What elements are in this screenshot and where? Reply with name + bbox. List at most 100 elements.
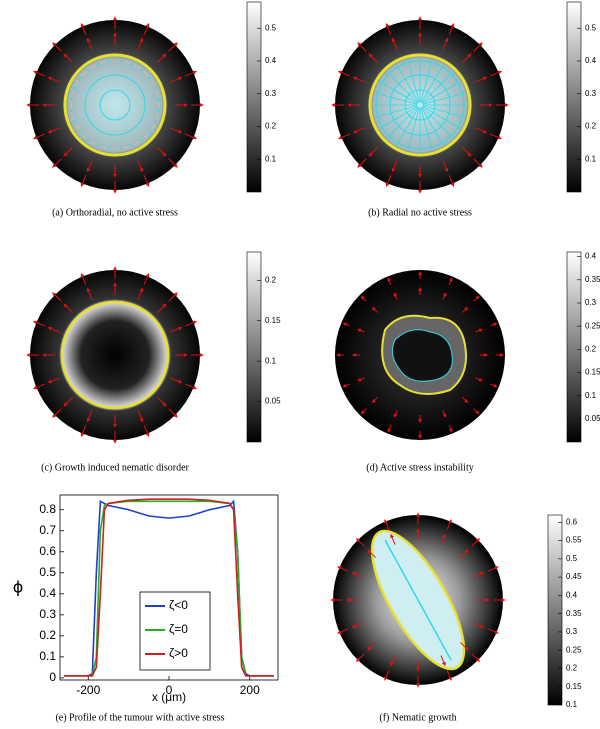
velocity-arrow bbox=[86, 37, 93, 50]
director bbox=[89, 64, 97, 70]
velocity-arrow bbox=[473, 572, 485, 578]
velocity-arrow bbox=[80, 22, 87, 35]
colorbar-tick-label: 0.35 bbox=[585, 275, 600, 284]
colorbar-tick-label: 0.2 bbox=[585, 122, 597, 131]
director bbox=[396, 64, 419, 103]
colorbar-tick-label: 0.25 bbox=[566, 645, 582, 654]
velocity-arrow bbox=[360, 295, 367, 302]
velocity-arrow bbox=[137, 160, 144, 173]
velocity-arrow bbox=[168, 42, 178, 52]
velocity-arrow bbox=[387, 425, 392, 433]
velocity-arrow bbox=[168, 158, 178, 168]
colorbar-tick-label: 0.1 bbox=[585, 391, 597, 400]
velocity-arrow bbox=[157, 303, 167, 313]
velocity-arrow bbox=[32, 70, 45, 77]
velocity-arrow bbox=[460, 549, 469, 558]
director bbox=[155, 112, 160, 121]
velocity-arrow bbox=[367, 642, 376, 651]
director bbox=[422, 81, 461, 104]
colorbars: 0.1 0.2 0.3 0.4 0.5 (a) Orthoradial, no activ… bbox=[41, 1, 600, 723]
velocity-arrow bbox=[157, 53, 167, 63]
colorbar-tick-label: 0.5 bbox=[585, 23, 597, 32]
velocity-arrow bbox=[490, 383, 498, 388]
director bbox=[421, 107, 444, 146]
contour bbox=[84, 74, 146, 136]
velocity-arrow bbox=[337, 628, 348, 634]
velocity-arrow bbox=[357, 328, 365, 333]
velocity-arrow bbox=[360, 408, 367, 415]
velocity-arrow bbox=[393, 292, 398, 300]
interface bbox=[60, 300, 170, 410]
colorbar-tick-label: 0.15 bbox=[265, 316, 281, 325]
velocity-arrow bbox=[47, 326, 60, 333]
director bbox=[99, 145, 108, 150]
director bbox=[142, 132, 150, 140]
y-axis-label: ϕ bbox=[13, 578, 24, 597]
velocity-arrow bbox=[170, 127, 183, 134]
colorbar-tick-label: 0.2 bbox=[265, 122, 277, 131]
colorbar-tick-label: 0.3 bbox=[265, 89, 277, 98]
director bbox=[422, 106, 461, 129]
velocity-arrow bbox=[385, 175, 392, 188]
velocity-arrow bbox=[52, 292, 62, 302]
colorbar-tick-label: 0.55 bbox=[566, 536, 582, 545]
velocity-arrow bbox=[448, 425, 453, 433]
velocity-arrow bbox=[490, 133, 503, 140]
velocity-arrow bbox=[475, 127, 488, 134]
velocity-arrow bbox=[86, 160, 93, 173]
director bbox=[70, 112, 75, 121]
velocity-arrow bbox=[351, 622, 363, 628]
colorbar bbox=[566, 1, 582, 193]
velocity-arrow bbox=[63, 147, 73, 157]
series-line bbox=[64, 498, 274, 677]
velocity-arrow bbox=[356, 538, 365, 547]
velocity-arrow bbox=[47, 76, 60, 83]
velocity-arrow bbox=[337, 70, 350, 77]
velocity-arrow bbox=[351, 572, 363, 578]
velocity-arrow bbox=[473, 295, 480, 302]
velocity-arrow bbox=[337, 566, 348, 572]
interface bbox=[368, 53, 472, 157]
colorbar bbox=[246, 1, 262, 193]
colorbar-tick-label: 0.4 bbox=[585, 252, 597, 261]
velocity-arrow bbox=[52, 158, 62, 168]
director bbox=[384, 539, 452, 661]
velocity-arrow bbox=[168, 408, 178, 418]
velocity-arrow bbox=[442, 292, 447, 300]
velocity-arrow bbox=[137, 37, 144, 50]
director bbox=[70, 89, 75, 98]
velocity-arrow bbox=[371, 397, 378, 404]
colorbar-tick-label: 0.5 bbox=[566, 554, 578, 563]
caption: (a) Orthoradial, no active stress bbox=[52, 207, 178, 218]
director bbox=[421, 72, 453, 104]
velocity-arrow bbox=[442, 160, 449, 173]
colorbar-tick-label: 0.4 bbox=[265, 56, 277, 65]
director bbox=[133, 140, 141, 146]
velocity-arrow bbox=[357, 377, 365, 382]
director bbox=[375, 105, 418, 118]
velocity-arrow bbox=[442, 410, 447, 418]
director bbox=[74, 79, 80, 87]
x-tick-label: 200 bbox=[240, 683, 260, 697]
velocity-arrow bbox=[488, 566, 499, 572]
director bbox=[89, 140, 97, 146]
velocity-arrow bbox=[342, 322, 350, 327]
velocity-arrow bbox=[460, 642, 469, 651]
velocity-arrow bbox=[384, 670, 390, 681]
velocity-arrow bbox=[391, 160, 398, 173]
legend-label: ζ<0 bbox=[169, 598, 188, 612]
velocity-arrow bbox=[462, 306, 469, 313]
director bbox=[375, 92, 418, 105]
director bbox=[422, 92, 465, 105]
velocity-arrow bbox=[448, 175, 455, 188]
y-tick-label: 0.2 bbox=[39, 628, 56, 642]
velocity-arrow bbox=[47, 127, 60, 134]
contour bbox=[391, 329, 453, 382]
velocity-arrow bbox=[80, 175, 87, 188]
velocity-arrow bbox=[473, 158, 483, 168]
velocity-arrow bbox=[32, 133, 45, 140]
velocity-arrow bbox=[185, 70, 198, 77]
velocity-arrow bbox=[170, 377, 183, 384]
velocity-arrow bbox=[63, 303, 73, 313]
colorbar-tick-label: 0.1 bbox=[265, 154, 277, 163]
